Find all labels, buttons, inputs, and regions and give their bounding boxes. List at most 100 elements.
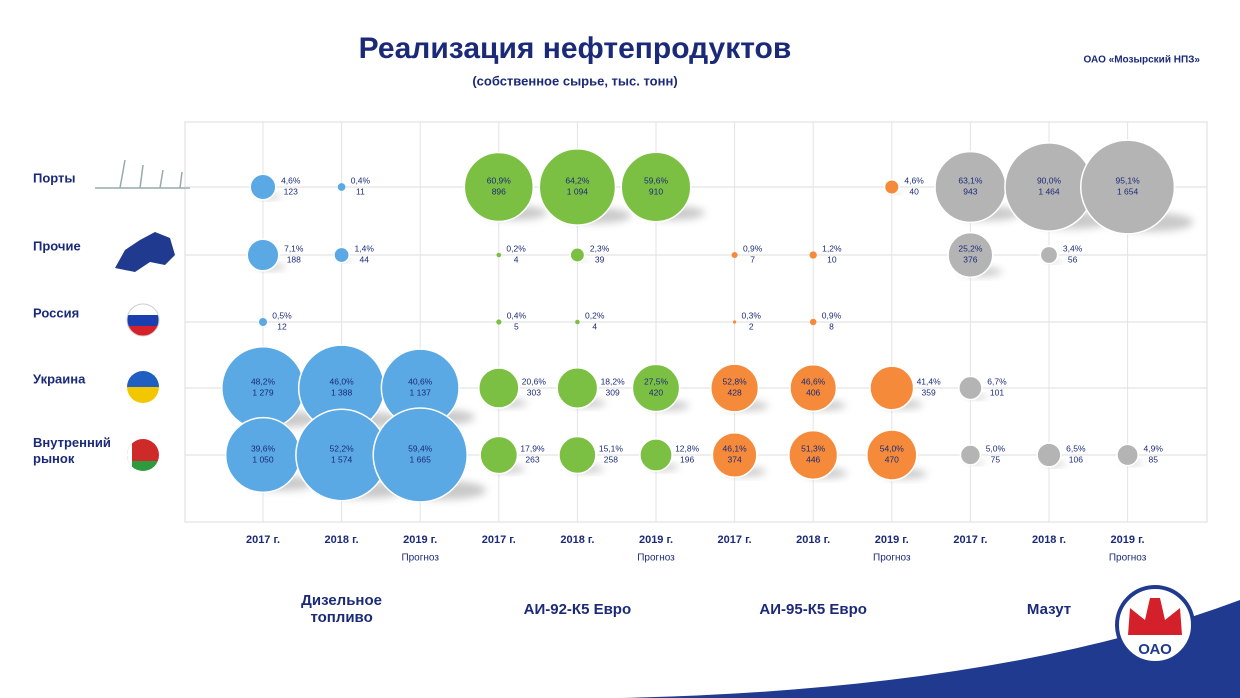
value-label: 1 654 [1117,186,1139,196]
bubble [569,247,586,263]
value-label: 1 388 [331,387,353,397]
bubble [620,151,692,223]
share-label: 17,9% [520,443,545,453]
europe-icon [115,232,175,272]
share-label: 4,6% [281,175,301,185]
bubble [496,252,502,258]
year-label: 2018 г. [796,534,830,546]
row-label: Прочие [33,238,81,253]
value-label: 10 [827,254,837,264]
year-label: 2019 г. [639,534,673,546]
share-label: 6,7% [987,376,1007,386]
value-label: 263 [525,454,539,464]
value-label: 446 [806,454,820,464]
bubble [478,367,520,409]
bubble [732,320,737,324]
bubble [575,319,580,325]
share-label: 4,9% [1144,443,1164,453]
share-label: 1,2% [822,243,842,253]
year-note: Прогноз [637,553,675,564]
value-label: 101 [990,387,1004,397]
year-note: Прогноз [1109,553,1147,564]
share-label: 95,1% [1116,175,1141,185]
bubble [631,363,681,413]
bubble [496,319,502,325]
logo-text: ОАО [1138,641,1172,658]
value-label: 106 [1069,454,1083,464]
bubble [789,364,838,412]
value-label: 40 [909,186,919,196]
product-label: Дизельное топливо [301,592,382,626]
share-label: 60,9% [487,175,512,185]
bubble [711,431,758,479]
share-label: 48,2% [251,376,276,386]
share-label: 52,2% [330,443,355,453]
bubble [259,318,267,326]
bubble [463,151,535,223]
share-label: 0,3% [742,310,762,320]
share-label: 54,0% [880,443,905,453]
product-label: Мазут [1026,601,1072,618]
year-label: 2019 г. [875,534,909,546]
bubble [958,375,983,401]
share-label: 7,1% [284,243,304,253]
value-label: 85 [1148,454,1158,464]
share-label: 6,5% [1066,443,1086,453]
year-note: Прогноз [401,553,439,564]
share-label: 46,1% [723,443,748,453]
share-label: 15,1% [599,443,624,453]
value-label: 470 [885,454,899,464]
bubble [1080,139,1176,235]
bubble [639,438,673,472]
value-label: 2 [749,321,754,331]
share-label: 90,0% [1037,175,1062,185]
share-label: 39,6% [251,443,276,453]
bubble [337,183,346,191]
share-label: 2,3% [590,243,610,253]
year-label: 2017 г. [482,534,516,546]
bubble [809,318,817,326]
flag-belarus [127,439,159,471]
year-label: 2017 г. [246,534,280,546]
share-label: 0,4% [507,310,527,320]
bubble [479,435,519,475]
year-label: 2017 г. [718,534,752,546]
bubble [1039,245,1059,265]
bubble [710,363,760,413]
chart-title: Реализация нефтепродуктов [359,32,792,65]
share-label: 1,4% [355,243,375,253]
swoosh [620,600,1240,698]
share-label: 3,4% [1063,243,1083,253]
flag-russia [126,303,160,337]
value-label: 1 050 [252,454,274,464]
value-label: 4 [514,254,519,264]
bubble [788,429,839,481]
bubble [558,435,597,475]
row-label: Украина [33,371,86,386]
value-label: 303 [527,387,541,397]
logo [1115,585,1195,665]
bubble [1116,443,1139,467]
value-label: 44 [360,254,370,264]
flag-ukraine [127,371,159,403]
bubble [866,429,918,481]
share-label: 0,2% [585,310,605,320]
bubble [947,231,994,279]
share-label: 0,9% [822,310,842,320]
share-label: 0,2% [506,243,526,253]
year-note: Прогноз [873,553,911,564]
port-icon [95,159,190,189]
value-label: 420 [649,387,663,397]
value-label: 896 [492,186,506,196]
row-label: Внутренний рынок [33,435,111,466]
row-label: Россия [33,305,79,320]
value-label: 910 [649,186,663,196]
value-label: 123 [284,186,298,196]
bubble [869,365,915,411]
share-label: 41,4% [917,376,942,386]
share-label: 63,1% [958,175,983,185]
value-label: 39 [595,254,605,264]
share-label: 0,5% [272,310,292,320]
year-label: 2018 г. [325,534,359,546]
share-label: 0,4% [351,175,371,185]
